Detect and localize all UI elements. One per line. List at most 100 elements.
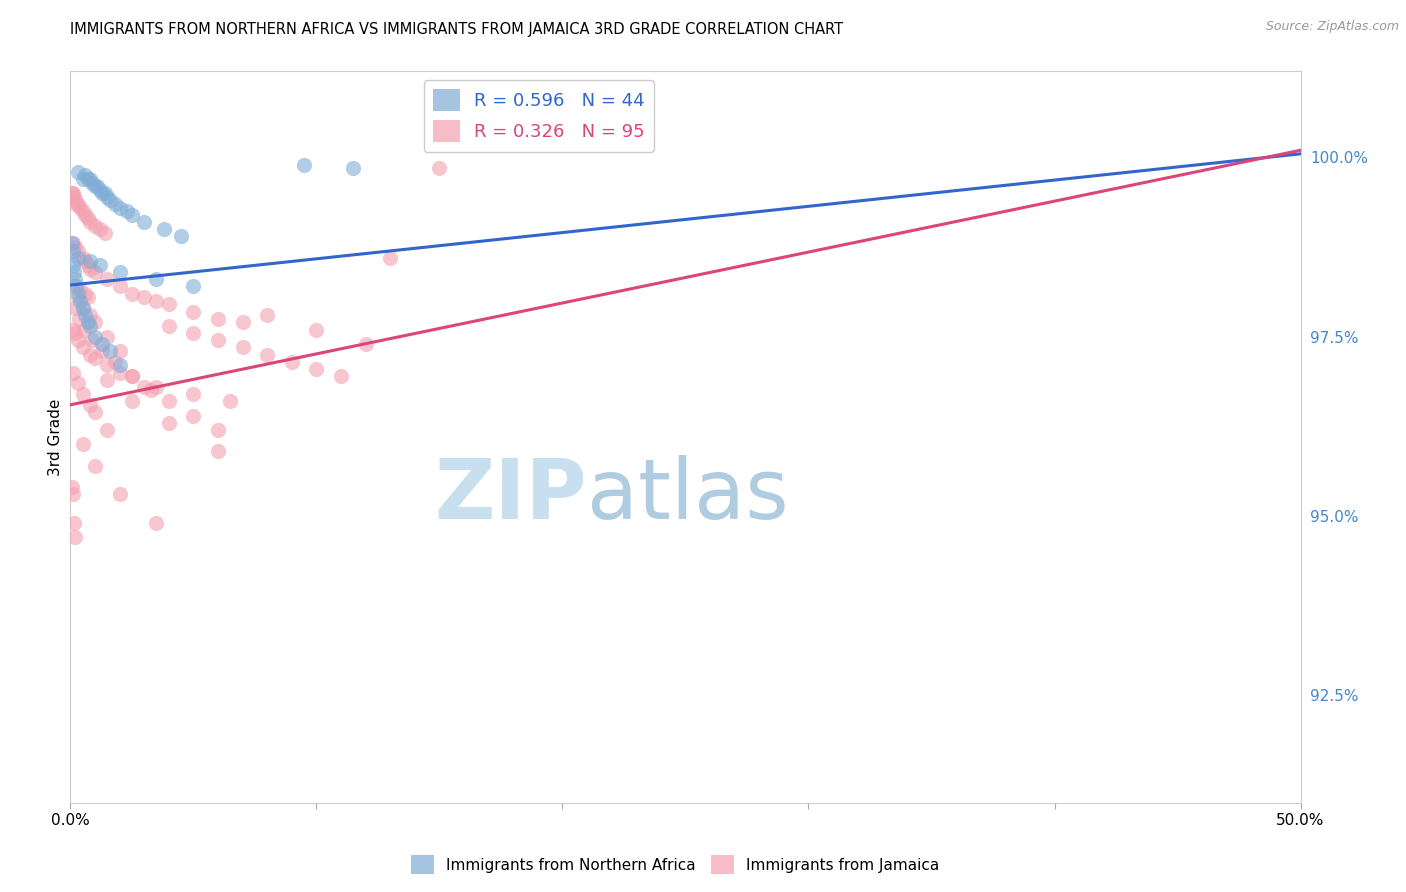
Point <box>84 458 107 473</box>
Point <box>62 322 84 336</box>
Point <box>72 341 94 355</box>
Point <box>121 394 143 409</box>
Point <box>60 480 83 494</box>
Point <box>65 326 87 340</box>
Point <box>66 165 89 179</box>
Point <box>152 222 174 236</box>
Point <box>67 311 90 326</box>
Point <box>84 351 107 366</box>
Point <box>84 315 107 329</box>
Point <box>76 258 98 272</box>
Point <box>66 333 89 347</box>
Point <box>104 355 127 369</box>
Point <box>157 318 180 333</box>
Point <box>145 272 167 286</box>
Point <box>183 304 205 318</box>
Point <box>132 215 156 229</box>
Point <box>79 172 101 186</box>
Point <box>305 322 328 336</box>
Text: IMMIGRANTS FROM NORTHERN AFRICA VS IMMIGRANTS FROM JAMAICA 3RD GRADE CORRELATION: IMMIGRANTS FROM NORTHERN AFRICA VS IMMIG… <box>70 22 844 37</box>
Point <box>75 254 96 268</box>
Point <box>63 265 86 279</box>
Point <box>66 251 89 265</box>
Point <box>76 315 98 329</box>
Point <box>108 366 131 380</box>
Point <box>141 384 163 398</box>
Point <box>91 344 114 359</box>
Point <box>207 423 229 437</box>
Point <box>157 297 180 311</box>
Point <box>79 308 101 322</box>
Point <box>62 487 84 501</box>
Point <box>170 229 193 244</box>
Point <box>292 158 315 172</box>
Point <box>73 322 96 336</box>
Legend: R = 0.596   N = 44, R = 0.326   N = 95: R = 0.596 N = 44, R = 0.326 N = 95 <box>423 80 654 152</box>
Point <box>79 215 101 229</box>
Point <box>108 359 131 373</box>
Point <box>231 341 254 355</box>
Point <box>183 387 205 401</box>
Point <box>63 190 86 204</box>
Point <box>84 219 107 233</box>
Point <box>132 290 156 304</box>
Point <box>65 279 87 293</box>
Point <box>89 258 111 272</box>
Point <box>75 308 96 322</box>
Point <box>84 179 107 194</box>
Point <box>108 344 131 359</box>
Point <box>157 416 180 430</box>
Point <box>305 362 328 376</box>
Point <box>108 279 131 293</box>
Point <box>231 315 254 329</box>
Point <box>72 301 94 315</box>
Point <box>62 244 84 258</box>
Point <box>62 186 84 201</box>
Point <box>65 240 87 254</box>
Point <box>121 369 143 384</box>
Point <box>72 204 94 219</box>
Point <box>115 204 138 219</box>
Point <box>79 254 101 268</box>
Point <box>76 211 98 226</box>
Point <box>72 387 94 401</box>
Point <box>63 516 86 530</box>
Point <box>62 236 84 251</box>
Point <box>79 318 101 333</box>
Point <box>65 531 87 545</box>
Point <box>96 329 118 343</box>
Point <box>98 194 121 208</box>
Point <box>66 197 89 211</box>
Point <box>108 487 131 501</box>
Point <box>207 333 229 347</box>
Point <box>93 186 115 201</box>
Point <box>207 311 229 326</box>
Point <box>98 344 121 359</box>
Point <box>89 183 111 197</box>
Point <box>121 208 143 222</box>
Point <box>342 161 364 176</box>
Point <box>66 290 89 304</box>
Point <box>89 222 111 236</box>
Text: atlas: atlas <box>586 455 789 536</box>
Text: ZIP: ZIP <box>434 455 586 536</box>
Point <box>330 369 353 384</box>
Point <box>75 208 96 222</box>
Point <box>145 293 167 308</box>
Point <box>121 369 143 384</box>
Point <box>79 348 101 362</box>
Point <box>354 336 377 351</box>
Point <box>132 380 156 394</box>
Point <box>75 286 96 301</box>
Point <box>91 186 114 201</box>
Point <box>75 169 96 183</box>
Point <box>65 301 87 315</box>
Point <box>66 376 89 391</box>
Point <box>79 398 101 412</box>
Point <box>82 176 104 190</box>
Point <box>79 261 101 276</box>
Point <box>76 172 98 186</box>
Point <box>84 329 107 343</box>
Y-axis label: 3rd Grade: 3rd Grade <box>48 399 63 475</box>
Point <box>96 190 118 204</box>
